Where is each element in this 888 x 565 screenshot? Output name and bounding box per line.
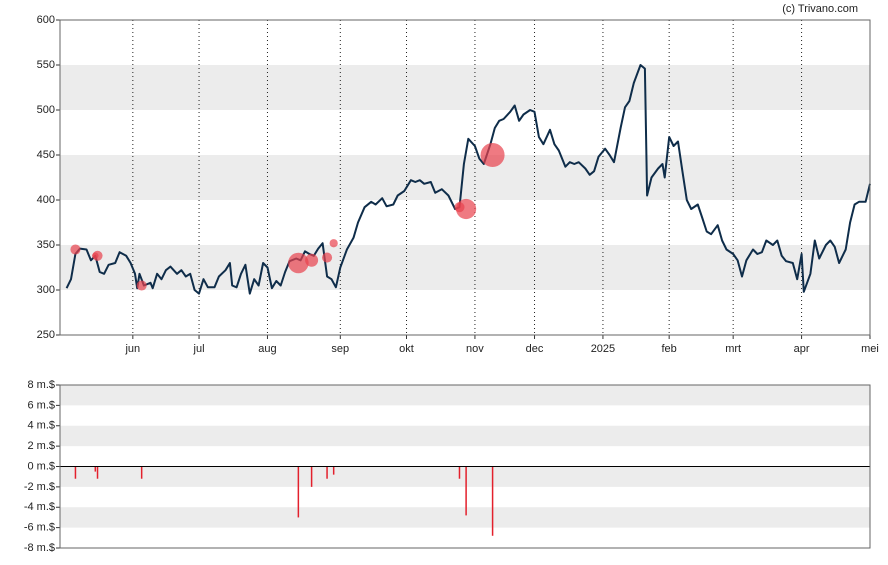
trade-bubble	[305, 253, 319, 267]
y-tick-label: 250	[37, 329, 55, 341]
trade-bar	[140, 466, 143, 479]
x-tick-label: jun	[124, 343, 140, 355]
y-tick-label: -6 m.$	[24, 522, 55, 534]
trade-bar	[297, 466, 300, 518]
price-line	[65, 64, 871, 295]
y-tick-label: 400	[37, 194, 55, 206]
band	[60, 425, 870, 447]
trade-bubble	[456, 198, 477, 220]
trade-bar	[332, 466, 335, 475]
trade-bubble	[92, 250, 103, 261]
x-tick-label: feb	[662, 343, 677, 355]
trade-bubble	[136, 280, 147, 291]
y-tick-label: -2 m.$	[24, 481, 55, 493]
trade-bar	[465, 466, 467, 516]
y-tick-label: 4 m.$	[27, 420, 55, 432]
x-tick-label: okt	[399, 343, 414, 355]
y-tick-label: 300	[37, 284, 55, 296]
y-tick-label: 550	[37, 59, 55, 71]
y-tick-label: 350	[37, 239, 55, 251]
y-tick-label: 600	[37, 14, 55, 26]
y-tick-label: -8 m.$	[24, 542, 55, 554]
trade-bar	[94, 466, 97, 472]
trade-bar	[310, 466, 313, 487]
y-tick-label: 8 m.$	[27, 379, 55, 391]
trade-bubble	[329, 239, 338, 248]
trade-bar	[458, 466, 461, 479]
y-tick-label: 6 m.$	[27, 399, 55, 411]
trade-bar	[326, 466, 328, 479]
y-tick-label: 2 m.$	[27, 440, 55, 452]
credit: (c) Trivano.com	[782, 3, 858, 15]
y-tick-label: 0 m.$	[27, 460, 55, 472]
y-tick-label: 500	[37, 104, 55, 116]
band	[60, 245, 870, 290]
trade-bar	[96, 466, 99, 479]
trade-bubble	[288, 252, 309, 274]
trade-bubble	[480, 143, 505, 167]
x-tick-label: apr	[794, 343, 810, 355]
x-tick-label: mei	[861, 343, 879, 355]
x-tick-label: jul	[193, 343, 205, 355]
band	[60, 385, 870, 406]
band	[60, 65, 870, 110]
trade-bubble	[70, 244, 81, 255]
x-tick-label: mrt	[725, 343, 741, 355]
x-tick-label: dec	[526, 343, 544, 355]
x-tick-label: 2025	[591, 343, 615, 355]
y-tick-label: -4 m.$	[24, 501, 55, 513]
x-tick-label: nov	[466, 343, 484, 355]
plot-frame	[59, 384, 871, 549]
trade-bar	[74, 466, 77, 479]
x-tick-label: sep	[331, 343, 349, 355]
plot-frame	[59, 19, 871, 336]
y-tick-label: 450	[37, 149, 55, 161]
trade-bubble	[322, 252, 333, 263]
band	[60, 466, 870, 487]
band	[60, 507, 870, 528]
x-tick-label: aug	[258, 343, 276, 355]
trade-bar	[491, 466, 494, 536]
